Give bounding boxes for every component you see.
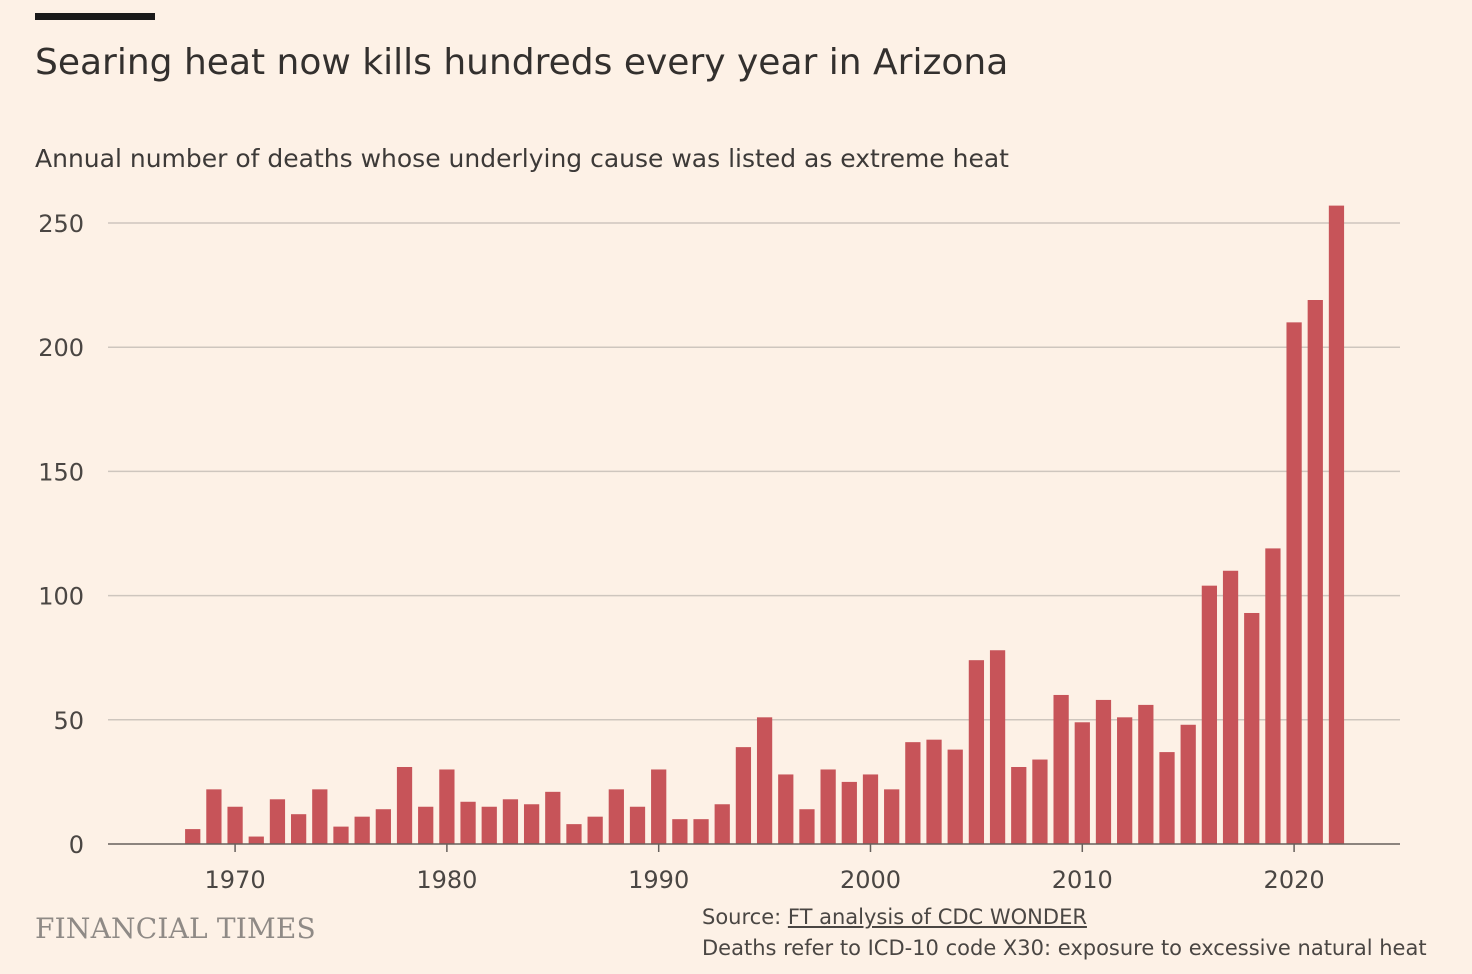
bar: [439, 769, 455, 844]
bar: [185, 829, 201, 844]
source-link[interactable]: FT analysis of CDC WONDER: [787, 905, 1087, 929]
bar: [905, 742, 921, 844]
y-tick-label: 150: [38, 458, 84, 486]
bar: [778, 774, 794, 844]
bar: [460, 801, 476, 844]
gridlines: [108, 222, 1400, 721]
bar: [418, 806, 434, 844]
bar: [227, 806, 243, 844]
bar: [1244, 612, 1260, 844]
bar: [1032, 759, 1048, 844]
bar: [968, 660, 985, 844]
bar: [672, 819, 688, 844]
bar: [926, 739, 942, 844]
bar: [629, 806, 646, 844]
bar: [290, 814, 307, 844]
y-tick-label: 200: [38, 334, 84, 362]
x-tick-label: 2000: [840, 866, 901, 894]
bar: [1180, 724, 1196, 844]
bar: [1328, 205, 1345, 844]
brand-top-bar: [35, 13, 155, 20]
bar: [651, 769, 667, 844]
bar: [1074, 722, 1090, 844]
bar: [354, 816, 370, 844]
y-tick-label: 250: [38, 210, 84, 238]
chart-subtitle: Annual number of deaths whose underlying…: [35, 144, 1009, 173]
bars: [185, 205, 1345, 844]
bar: [862, 774, 879, 844]
bar: [820, 769, 836, 844]
x-tick-label: 1970: [205, 866, 266, 894]
bar: [587, 816, 603, 844]
bar: [756, 717, 773, 844]
bar: [566, 824, 582, 844]
bar: [481, 806, 497, 844]
bar: [1095, 699, 1112, 844]
bar: [799, 809, 815, 844]
bar: [248, 836, 264, 844]
bar: [1011, 766, 1027, 844]
bar: [947, 749, 963, 844]
bar: [608, 789, 624, 844]
bar: [1286, 322, 1302, 844]
y-tick-label: 100: [38, 583, 84, 611]
bar: [1117, 717, 1133, 844]
source-prefix: Source:: [702, 905, 788, 929]
bar: [1265, 548, 1281, 844]
source-note: Deaths refer to ICD-10 code X30: exposur…: [702, 936, 1427, 960]
bar: [735, 747, 752, 844]
x-tick-label: 1990: [628, 866, 689, 894]
bar: [1307, 300, 1323, 844]
bar: [841, 781, 857, 844]
x-tick-label: 1980: [416, 866, 477, 894]
bar: [1201, 585, 1218, 844]
bar: [545, 791, 561, 844]
y-tick-label: 0: [69, 831, 84, 859]
bar: [375, 809, 391, 844]
x-tick-label: 2020: [1264, 866, 1325, 894]
ft-logo: FINANCIAL TIMES: [35, 912, 316, 945]
source-line: Source: FT analysis of CDC WONDER: [702, 905, 1087, 929]
bar: [1159, 752, 1175, 844]
bar: [1222, 570, 1239, 844]
bar: [1138, 704, 1154, 844]
bar: [396, 766, 413, 844]
bar: [523, 804, 540, 844]
bar: [206, 789, 222, 844]
x-tick-label: 2010: [1052, 866, 1113, 894]
bar: [269, 799, 286, 844]
bar: [693, 819, 709, 844]
bar: [502, 799, 519, 844]
y-tick-label: 50: [53, 707, 84, 735]
chart-title: Searing heat now kills hundreds every ye…: [35, 42, 1009, 83]
bar: [1053, 694, 1069, 844]
bar: [312, 789, 328, 844]
bar: [884, 789, 900, 844]
bar: [333, 826, 349, 844]
bar: [714, 804, 730, 844]
axes: 0 50 100 150 200 250 1970 1980 1990 2000 2010 2020: [38, 210, 1400, 894]
bar: [989, 650, 1006, 844]
